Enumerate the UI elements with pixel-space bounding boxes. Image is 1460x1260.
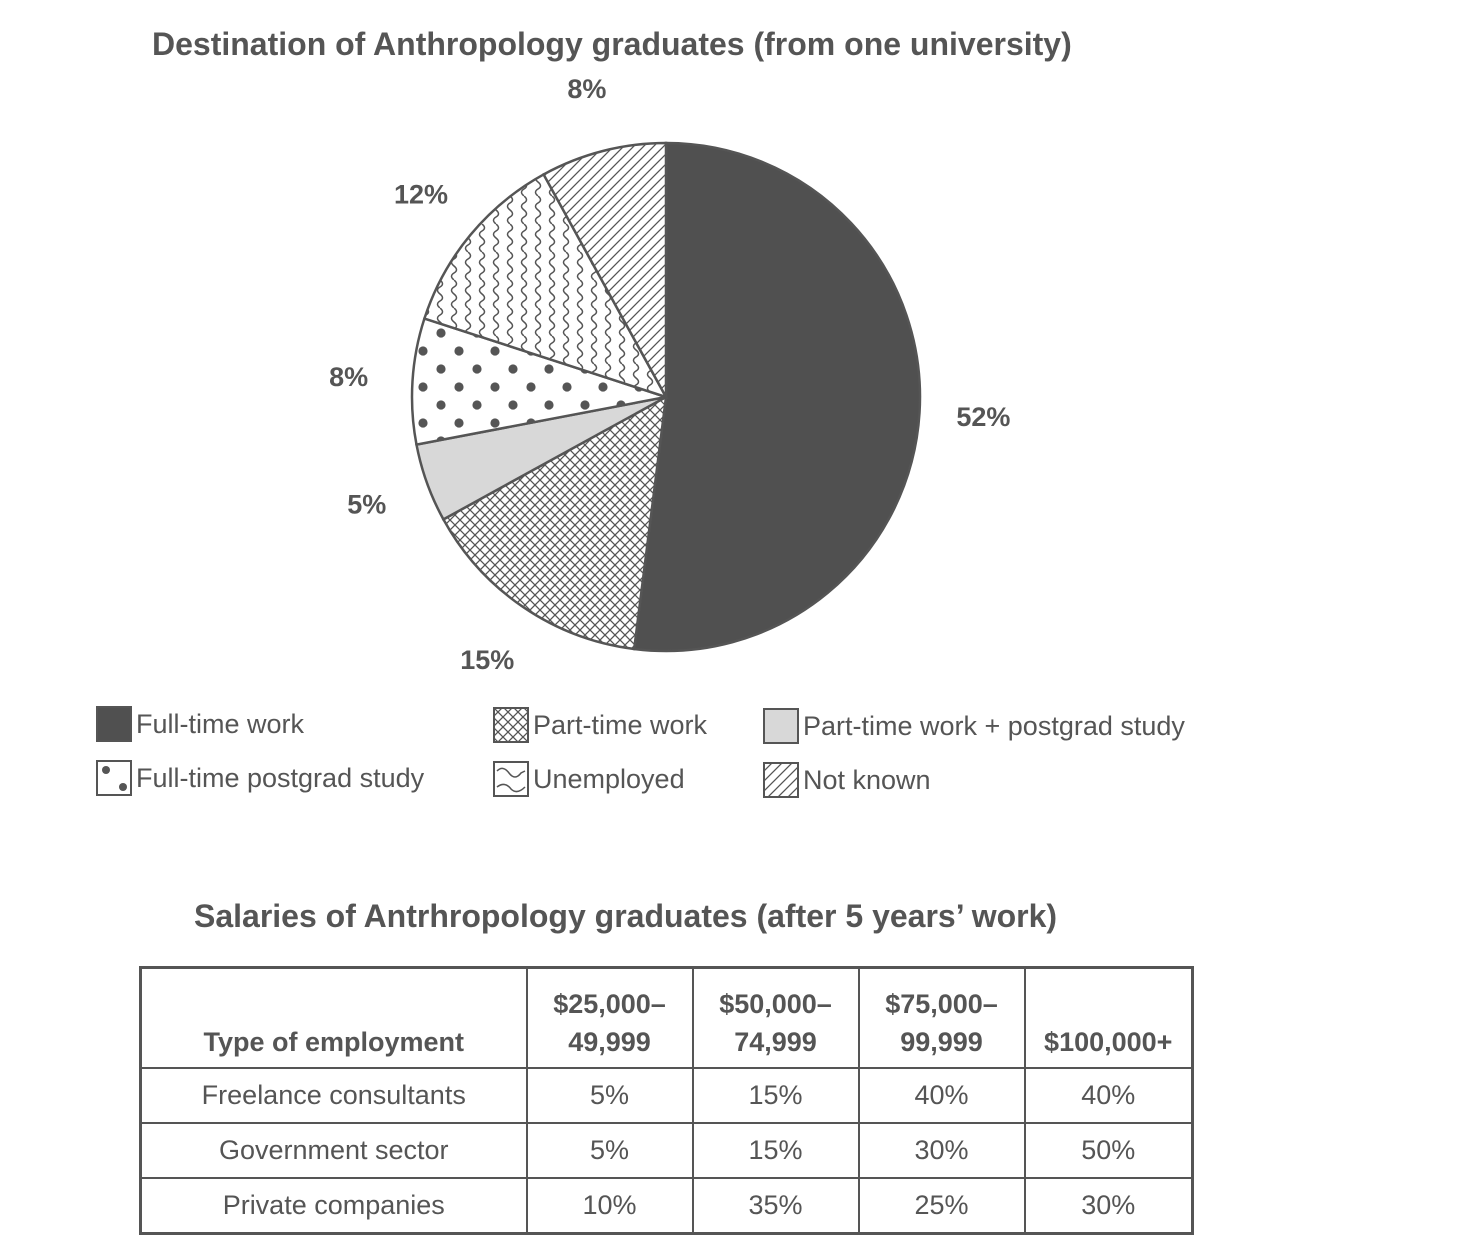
legend-label: Full-time postgrad study xyxy=(136,762,425,793)
pie-data-label: 12% xyxy=(394,179,448,209)
table-cell: 40% xyxy=(1023,1067,1194,1124)
column-header: $50,000– 74,999 xyxy=(691,966,860,1069)
table-cell: 30% xyxy=(1023,1177,1194,1235)
table-row: Government sector 5% 15% 30% 50% xyxy=(139,1122,1194,1179)
table-cell: 15% xyxy=(691,1067,860,1124)
legend-item-full-time-work: Full-time work xyxy=(96,704,304,744)
pie-chart-title: Destination of Anthropology graduates (f… xyxy=(152,26,1072,62)
table-cell-type: Freelance consultants xyxy=(139,1067,528,1124)
column-header: $100,000+ xyxy=(1023,966,1194,1069)
table-cell: 25% xyxy=(857,1177,1026,1235)
table-cell-type: Private companies xyxy=(139,1177,528,1235)
table-row: Private companies 10% 35% 25% 30% xyxy=(139,1177,1194,1235)
legend-swatch-wavy xyxy=(493,761,529,797)
table-cell: 10% xyxy=(525,1177,694,1235)
legend-label: Part-time work xyxy=(533,709,708,740)
pie-chart: 52% 15% 5% 8% 12% 8% xyxy=(329,74,1010,675)
pie-slice-unemployed xyxy=(422,172,669,400)
pie-slice-full-time-work xyxy=(632,141,922,653)
legend-label: Unemployed xyxy=(533,763,685,794)
pie-data-label: 8% xyxy=(329,362,368,392)
salaries-table: Type of employment $25,000– 49,999 $50,00… xyxy=(139,966,1194,1235)
legend-item-full-time-postgrad: Full-time postgrad study xyxy=(96,758,424,798)
legend-swatch-diagonal xyxy=(763,762,799,798)
pie-data-label: 8% xyxy=(567,74,606,104)
table-cell: 5% xyxy=(525,1122,694,1179)
column-header: $75,000– 99,999 xyxy=(857,966,1026,1069)
table-cell: 50% xyxy=(1023,1122,1194,1179)
pie-slice-not-known xyxy=(541,141,668,398)
legend-swatch-solid-light xyxy=(763,708,799,744)
legend-swatch-crosshatch xyxy=(493,707,529,743)
table-cell: 15% xyxy=(691,1122,860,1179)
legend-label: Not known xyxy=(803,764,931,795)
table-row: Freelance consultants 5% 15% 40% 40% xyxy=(139,1067,1194,1124)
table-cell: 35% xyxy=(691,1177,860,1235)
legend-item-part-time-work: Part-time work xyxy=(493,705,707,745)
legend-label: Part-time work + postgrad study xyxy=(803,710,1185,741)
table-cell: 5% xyxy=(525,1067,694,1124)
legend-item-part-time-work-postgrad: Part-time work + postgrad study xyxy=(763,706,1185,746)
table-title: Salaries of Antrhropology graduates (aft… xyxy=(194,898,1058,934)
legend-label: Full-time work xyxy=(136,708,305,739)
pie-data-label: 52% xyxy=(956,402,1010,432)
pie-data-label: 15% xyxy=(460,645,514,675)
pie-slice-part-time-work xyxy=(441,394,668,651)
table-cell-type: Government sector xyxy=(139,1122,528,1179)
column-header: Type of employment xyxy=(139,966,528,1069)
pie-data-label: 5% xyxy=(347,490,386,520)
pie-slice-full-time-postgrad-study xyxy=(410,316,667,447)
table-cell: 40% xyxy=(857,1067,1026,1124)
column-header: $25,000– 49,999 xyxy=(525,966,694,1069)
table-cell: 30% xyxy=(857,1122,1026,1179)
legend-item-not-known: Not known xyxy=(763,760,931,800)
legend-swatch-dots xyxy=(96,760,132,796)
legend-swatch-solid-dark xyxy=(96,706,132,742)
legend-item-unemployed: Unemployed xyxy=(493,759,685,799)
table-header-row: Type of employment $25,000– 49,999 $50,00… xyxy=(139,966,1194,1069)
